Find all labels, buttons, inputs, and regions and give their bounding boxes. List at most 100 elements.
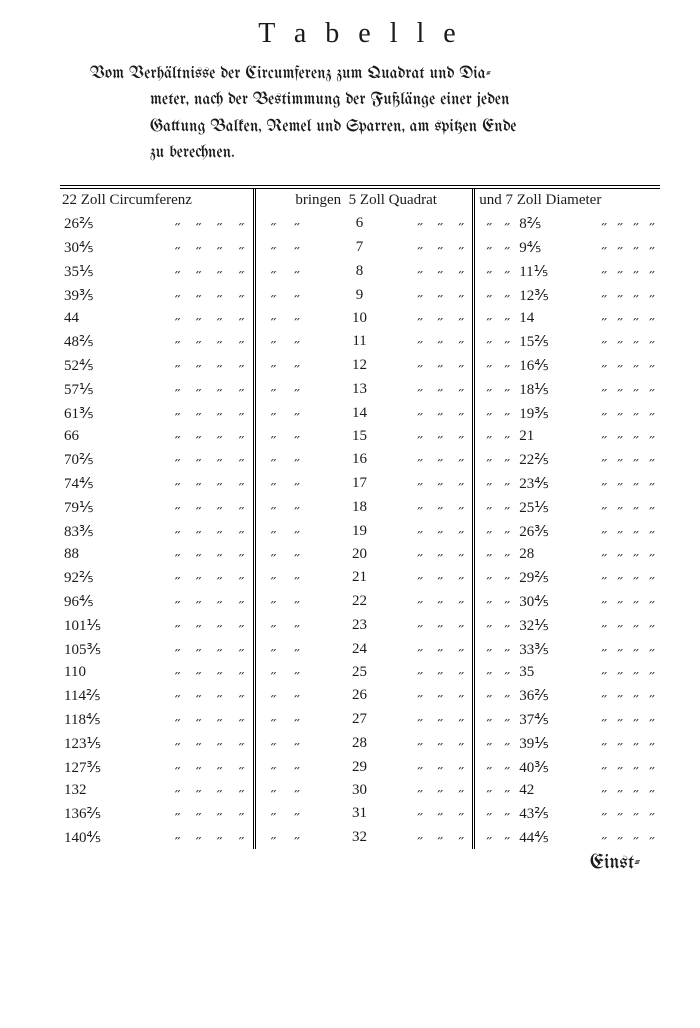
ditto-mark: ˶ bbox=[430, 543, 450, 565]
quadrat-value: 13 bbox=[307, 377, 410, 401]
circumferenz-value: 118⅘ bbox=[60, 707, 167, 731]
ditto-mark: ˶ bbox=[430, 211, 450, 235]
ditto-mark: ˶ bbox=[209, 495, 230, 519]
ditto-mark: ˶ bbox=[188, 755, 209, 779]
quadrat-value: 25 bbox=[307, 661, 410, 683]
ditto-mark: ˶ bbox=[167, 495, 188, 519]
ditto-mark: ˶ bbox=[410, 259, 430, 283]
ditto-mark: ˶ bbox=[628, 211, 644, 235]
ditto-mark: ˶ bbox=[612, 353, 628, 377]
ditto-mark: ˶ bbox=[596, 259, 612, 283]
ditto-mark: ˶ bbox=[628, 637, 644, 661]
ditto-mark: ˶ bbox=[230, 613, 255, 637]
ditto-mark: ˶ bbox=[612, 519, 628, 543]
ditto-mark: ˶ bbox=[167, 425, 188, 447]
ditto-mark: ˶ bbox=[287, 471, 307, 495]
diameter-value: 28 bbox=[515, 543, 596, 565]
ditto-mark: ˶ bbox=[410, 307, 430, 329]
ditto-mark: ˶ bbox=[255, 353, 287, 377]
ditto-mark: ˶ bbox=[167, 259, 188, 283]
ditto-mark: ˶ bbox=[644, 589, 660, 613]
ditto-mark: ˶ bbox=[430, 565, 450, 589]
ditto-mark: ˶ bbox=[596, 755, 612, 779]
ditto-mark: ˶ bbox=[644, 329, 660, 353]
ditto-mark: ˶ bbox=[474, 707, 500, 731]
ditto-mark: ˶ bbox=[410, 543, 430, 565]
ditto-mark: ˶ bbox=[410, 825, 430, 849]
header-right-unit: Zoll bbox=[517, 192, 542, 208]
header-diameter: und 7 Zoll Diameter bbox=[474, 189, 660, 211]
diameter-value: 22⅖ bbox=[515, 447, 596, 471]
ditto-mark: ˶ bbox=[287, 401, 307, 425]
ditto-mark: ˶ bbox=[167, 307, 188, 329]
ditto-mark: ˶ bbox=[410, 613, 430, 637]
ditto-mark: ˶ bbox=[499, 825, 515, 849]
ditto-mark: ˶ bbox=[209, 565, 230, 589]
ditto-mark: ˶ bbox=[612, 565, 628, 589]
ditto-mark: ˶ bbox=[596, 825, 612, 849]
ditto-mark: ˶ bbox=[596, 377, 612, 401]
ditto-mark: ˶ bbox=[167, 447, 188, 471]
diameter-value: 9⅘ bbox=[515, 235, 596, 259]
ditto-mark: ˶ bbox=[430, 495, 450, 519]
diameter-value: 36⅖ bbox=[515, 683, 596, 707]
ditto-mark: ˶ bbox=[287, 707, 307, 731]
ditto-mark: ˶ bbox=[209, 707, 230, 731]
ditto-mark: ˶ bbox=[410, 377, 430, 401]
header-right-prefix: und bbox=[479, 192, 502, 208]
ditto-mark: ˶ bbox=[628, 613, 644, 637]
ditto-mark: ˶ bbox=[410, 589, 430, 613]
ditto-mark: ˶ bbox=[410, 683, 430, 707]
ditto-mark: ˶ bbox=[430, 801, 450, 825]
circumferenz-value: 26⅖ bbox=[60, 211, 167, 235]
ditto-mark: ˶ bbox=[644, 471, 660, 495]
quadrat-value: 24 bbox=[307, 637, 410, 661]
ditto-mark: ˶ bbox=[499, 589, 515, 613]
ditto-mark: ˶ bbox=[230, 377, 255, 401]
ditto-mark: ˶ bbox=[628, 235, 644, 259]
ditto-mark: ˶ bbox=[255, 519, 287, 543]
diameter-value: 39⅕ bbox=[515, 731, 596, 755]
ditto-mark: ˶ bbox=[612, 425, 628, 447]
ditto-mark: ˶ bbox=[188, 661, 209, 683]
diameter-value: 32⅕ bbox=[515, 613, 596, 637]
ditto-mark: ˶ bbox=[596, 495, 612, 519]
ditto-mark: ˶ bbox=[499, 471, 515, 495]
ditto-mark: ˶ bbox=[596, 447, 612, 471]
circumferenz-value: 52⅘ bbox=[60, 353, 167, 377]
ditto-mark: ˶ bbox=[644, 707, 660, 731]
ditto-mark: ˶ bbox=[167, 731, 188, 755]
ditto-mark: ˶ bbox=[450, 495, 474, 519]
ditto-mark: ˶ bbox=[499, 283, 515, 307]
ditto-mark: ˶ bbox=[167, 211, 188, 235]
quadrat-value: 12 bbox=[307, 353, 410, 377]
ditto-mark: ˶ bbox=[430, 401, 450, 425]
table-row: 110˶˶˶˶˶˶25˶˶˶˶˶35˶˶˶˶ bbox=[60, 661, 660, 683]
ditto-mark: ˶ bbox=[450, 425, 474, 447]
ditto-mark: ˶ bbox=[628, 519, 644, 543]
table-row: 105⅗˶˶˶˶˶˶24˶˶˶˶˶33⅗˶˶˶˶ bbox=[60, 637, 660, 661]
ditto-mark: ˶ bbox=[450, 235, 474, 259]
diameter-value: 29⅖ bbox=[515, 565, 596, 589]
ditto-mark: ˶ bbox=[474, 543, 500, 565]
diameter-value: 15⅖ bbox=[515, 329, 596, 353]
ditto-mark: ˶ bbox=[209, 283, 230, 307]
ditto-mark: ˶ bbox=[450, 259, 474, 283]
diameter-value: 14 bbox=[515, 307, 596, 329]
ditto-mark: ˶ bbox=[167, 825, 188, 849]
ditto-mark: ˶ bbox=[287, 779, 307, 801]
ditto-mark: ˶ bbox=[628, 495, 644, 519]
ditto-mark: ˶ bbox=[255, 707, 287, 731]
ditto-mark: ˶ bbox=[410, 519, 430, 543]
ditto-mark: ˶ bbox=[255, 589, 287, 613]
ditto-mark: ˶ bbox=[209, 235, 230, 259]
subtitle-line4: zu berechnen. bbox=[100, 141, 630, 167]
header-left-unit: Zoll bbox=[81, 192, 106, 208]
ditto-mark: ˶ bbox=[188, 259, 209, 283]
circumferenz-value: 96⅘ bbox=[60, 589, 167, 613]
ditto-mark: ˶ bbox=[230, 825, 255, 849]
diameter-value: 37⅘ bbox=[515, 707, 596, 731]
ditto-mark: ˶ bbox=[209, 425, 230, 447]
ditto-mark: ˶ bbox=[612, 447, 628, 471]
ditto-mark: ˶ bbox=[167, 401, 188, 425]
